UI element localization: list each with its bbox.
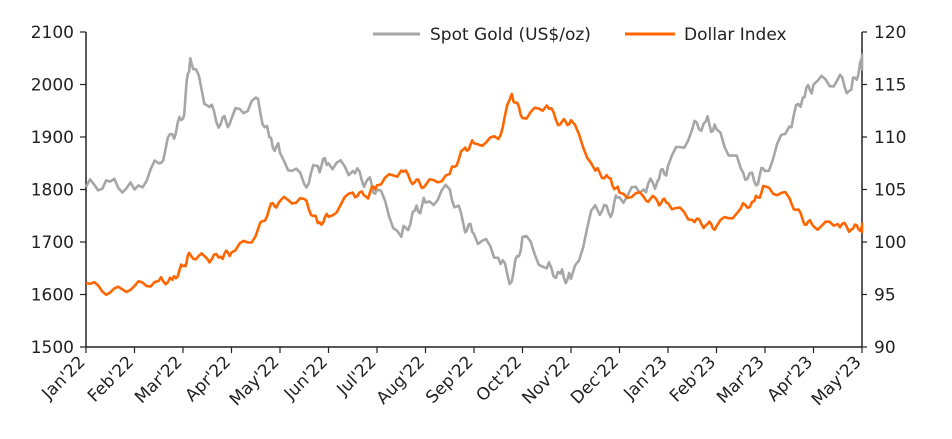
left-tick-label: 1500 [31, 338, 74, 358]
x-tick-label: Oct'22 [473, 352, 527, 406]
legend: Spot Gold (US$/oz) Dollar Index [373, 25, 787, 45]
series-layer [84, 53, 864, 297]
axes: 1500 1600 1700 1800 1900 2000 2100 90 95 100 105 11… [31, 23, 907, 410]
x-tick-label: May'23 [808, 352, 866, 410]
x-tick-label: May'22 [226, 352, 284, 410]
left-tick-label: 1900 [31, 128, 74, 148]
x-tick-label: Jan'22 [38, 352, 90, 404]
x-tick-label: Mar'22 [131, 352, 186, 407]
right-tick-label: 110 [874, 128, 906, 148]
right-tick-label: 90 [874, 338, 896, 358]
series-line-spot-gold [84, 53, 864, 286]
legend-label-dollar: Dollar Index [684, 25, 787, 45]
x-tick-label: Sep'22 [422, 352, 477, 407]
right-tick-label: 115 [874, 76, 906, 96]
x-tick-label: Aug'22 [373, 352, 429, 408]
right-tick-label: 105 [874, 181, 906, 201]
x-tick-label: Feb'23 [666, 352, 720, 406]
right-tick-label: 100 [874, 233, 906, 253]
legend-label-gold: Spot Gold (US$/oz) [430, 25, 591, 45]
left-tick-label: 2000 [31, 76, 74, 96]
x-tick-label: Nov'22 [518, 352, 574, 408]
right-tick-label: 120 [874, 23, 906, 43]
x-tick-label: Jan'23 [620, 352, 672, 404]
x-tick-label: Mar'23 [713, 352, 768, 407]
left-tick-label: 1700 [31, 233, 74, 253]
x-tick-label: Jun'22 [280, 352, 332, 404]
series-line-dollar-index [85, 92, 864, 297]
right-tick-label: 95 [874, 286, 896, 306]
left-tick-label: 1800 [31, 181, 74, 201]
x-tick-label: Dec'22 [567, 352, 623, 408]
left-tick-label: 2100 [31, 23, 74, 43]
x-tick-label: Feb'22 [84, 352, 138, 406]
left-tick-label: 1600 [31, 286, 74, 306]
